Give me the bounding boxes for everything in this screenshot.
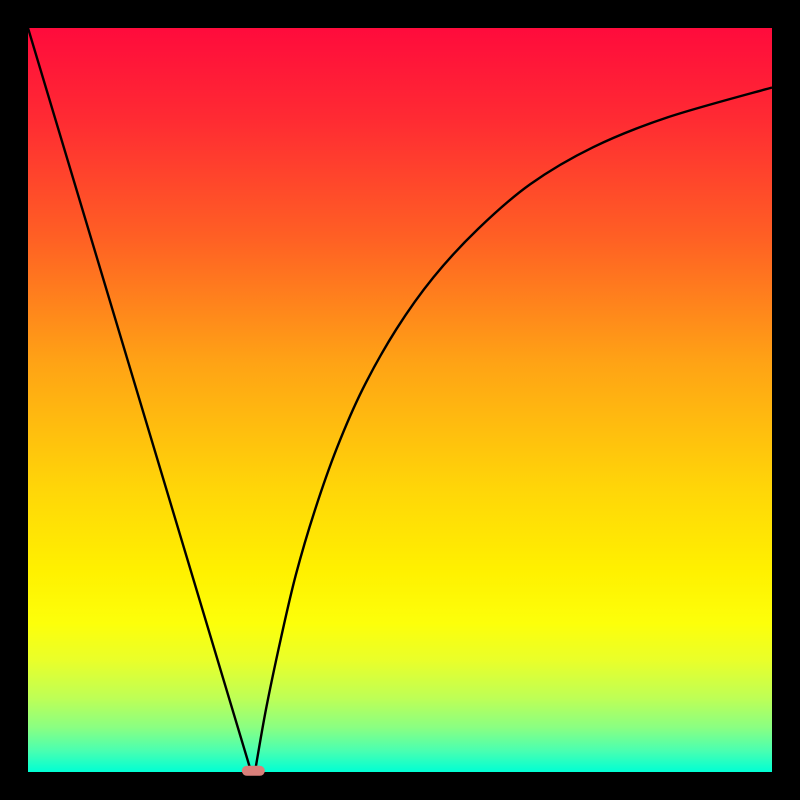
vertex-marker — [242, 765, 264, 775]
plot-area — [28, 28, 772, 772]
chart-frame: TheBottleneck.com — [0, 0, 800, 800]
bottleneck-curve — [28, 28, 772, 772]
curve-left-segment — [28, 28, 251, 772]
curve-right-segment — [255, 88, 772, 772]
